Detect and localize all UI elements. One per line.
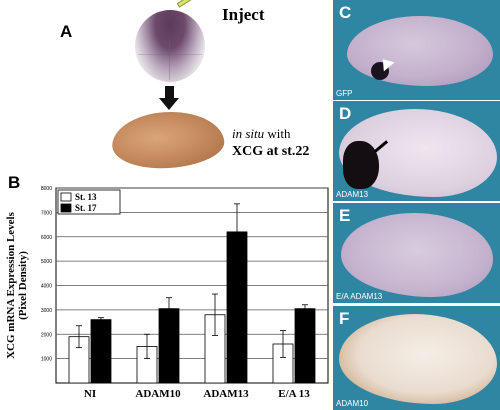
y-tick-label: 7000 bbox=[41, 210, 52, 216]
photo-d-caption: ADAM13 bbox=[336, 190, 369, 199]
x-tick-label: NI bbox=[84, 388, 96, 400]
photo-c-caption: GFP bbox=[336, 89, 353, 98]
photo-f-label: F bbox=[339, 309, 350, 328]
y-tick-label: 4000 bbox=[41, 284, 52, 290]
photo-panel-f: F ADAM10 bbox=[333, 306, 500, 410]
legend-label: St. 13 bbox=[75, 192, 97, 202]
photo-panel-d: D ADAM13 bbox=[333, 101, 500, 201]
bar-st-17 bbox=[90, 319, 112, 384]
photo-d-label: D bbox=[339, 104, 352, 123]
y-axis-title: XCG mRNA Expression Levels(Pixel Density… bbox=[5, 211, 29, 358]
legend-label: St. 17 bbox=[75, 203, 97, 213]
x-tick-label: E/A 13 bbox=[278, 388, 310, 400]
injection-needle-icon bbox=[176, 0, 229, 8]
insitu-embryo-image bbox=[110, 108, 226, 172]
bar-st-17 bbox=[294, 308, 316, 384]
embryo-cleavage-line-horizontal bbox=[138, 54, 202, 55]
arrow-down-icon bbox=[165, 86, 174, 100]
y-tick-label: 2000 bbox=[41, 332, 52, 338]
adam13-dark-signal bbox=[343, 141, 379, 189]
photo-e-label: E bbox=[339, 206, 351, 225]
y-tick-label: 5000 bbox=[41, 259, 52, 265]
expression-bar-chart: 1000 2000 3000 4000 5000 6000 7000 8000 XCG mRNA… bbox=[5, 186, 329, 400]
embryo-photo-c bbox=[347, 16, 493, 86]
injected-embryo-image bbox=[135, 10, 205, 82]
insitu-italic-text: in situ bbox=[232, 126, 265, 141]
legend-swatch bbox=[60, 192, 72, 202]
embryo-photo-f bbox=[339, 314, 497, 404]
gfp-signal bbox=[371, 62, 389, 80]
arrow-down-head-icon bbox=[159, 98, 179, 110]
photo-panel-c: C GFP bbox=[333, 0, 500, 100]
embryo-photo-e bbox=[341, 213, 493, 297]
y-tick-label: 1000 bbox=[41, 357, 52, 363]
insitu-with-text: with bbox=[264, 126, 291, 141]
y-tick-label: 3000 bbox=[41, 308, 52, 314]
legend-swatch bbox=[60, 203, 72, 213]
panel-a-label: A bbox=[60, 22, 73, 41]
insitu-caption: in situ with XCG at st.22 bbox=[232, 125, 309, 160]
x-tick-label: ADAM13 bbox=[203, 388, 249, 400]
photo-panel-e: E E/A ADAM13 bbox=[333, 203, 500, 303]
x-tick-label: ADAM10 bbox=[135, 388, 181, 400]
photo-c-label: C bbox=[339, 3, 352, 22]
y-tick-label: 8000 bbox=[41, 186, 52, 192]
panel-b-label: B bbox=[8, 173, 21, 192]
photo-f-caption: ADAM10 bbox=[336, 399, 369, 408]
embryo-cleavage-line bbox=[169, 40, 170, 80]
y-tick-label: 6000 bbox=[41, 235, 52, 241]
inject-label: Inject bbox=[222, 5, 265, 24]
insitu-stage-text: XCG at st.22 bbox=[232, 144, 310, 159]
photo-e-caption: E/A ADAM13 bbox=[336, 292, 383, 301]
